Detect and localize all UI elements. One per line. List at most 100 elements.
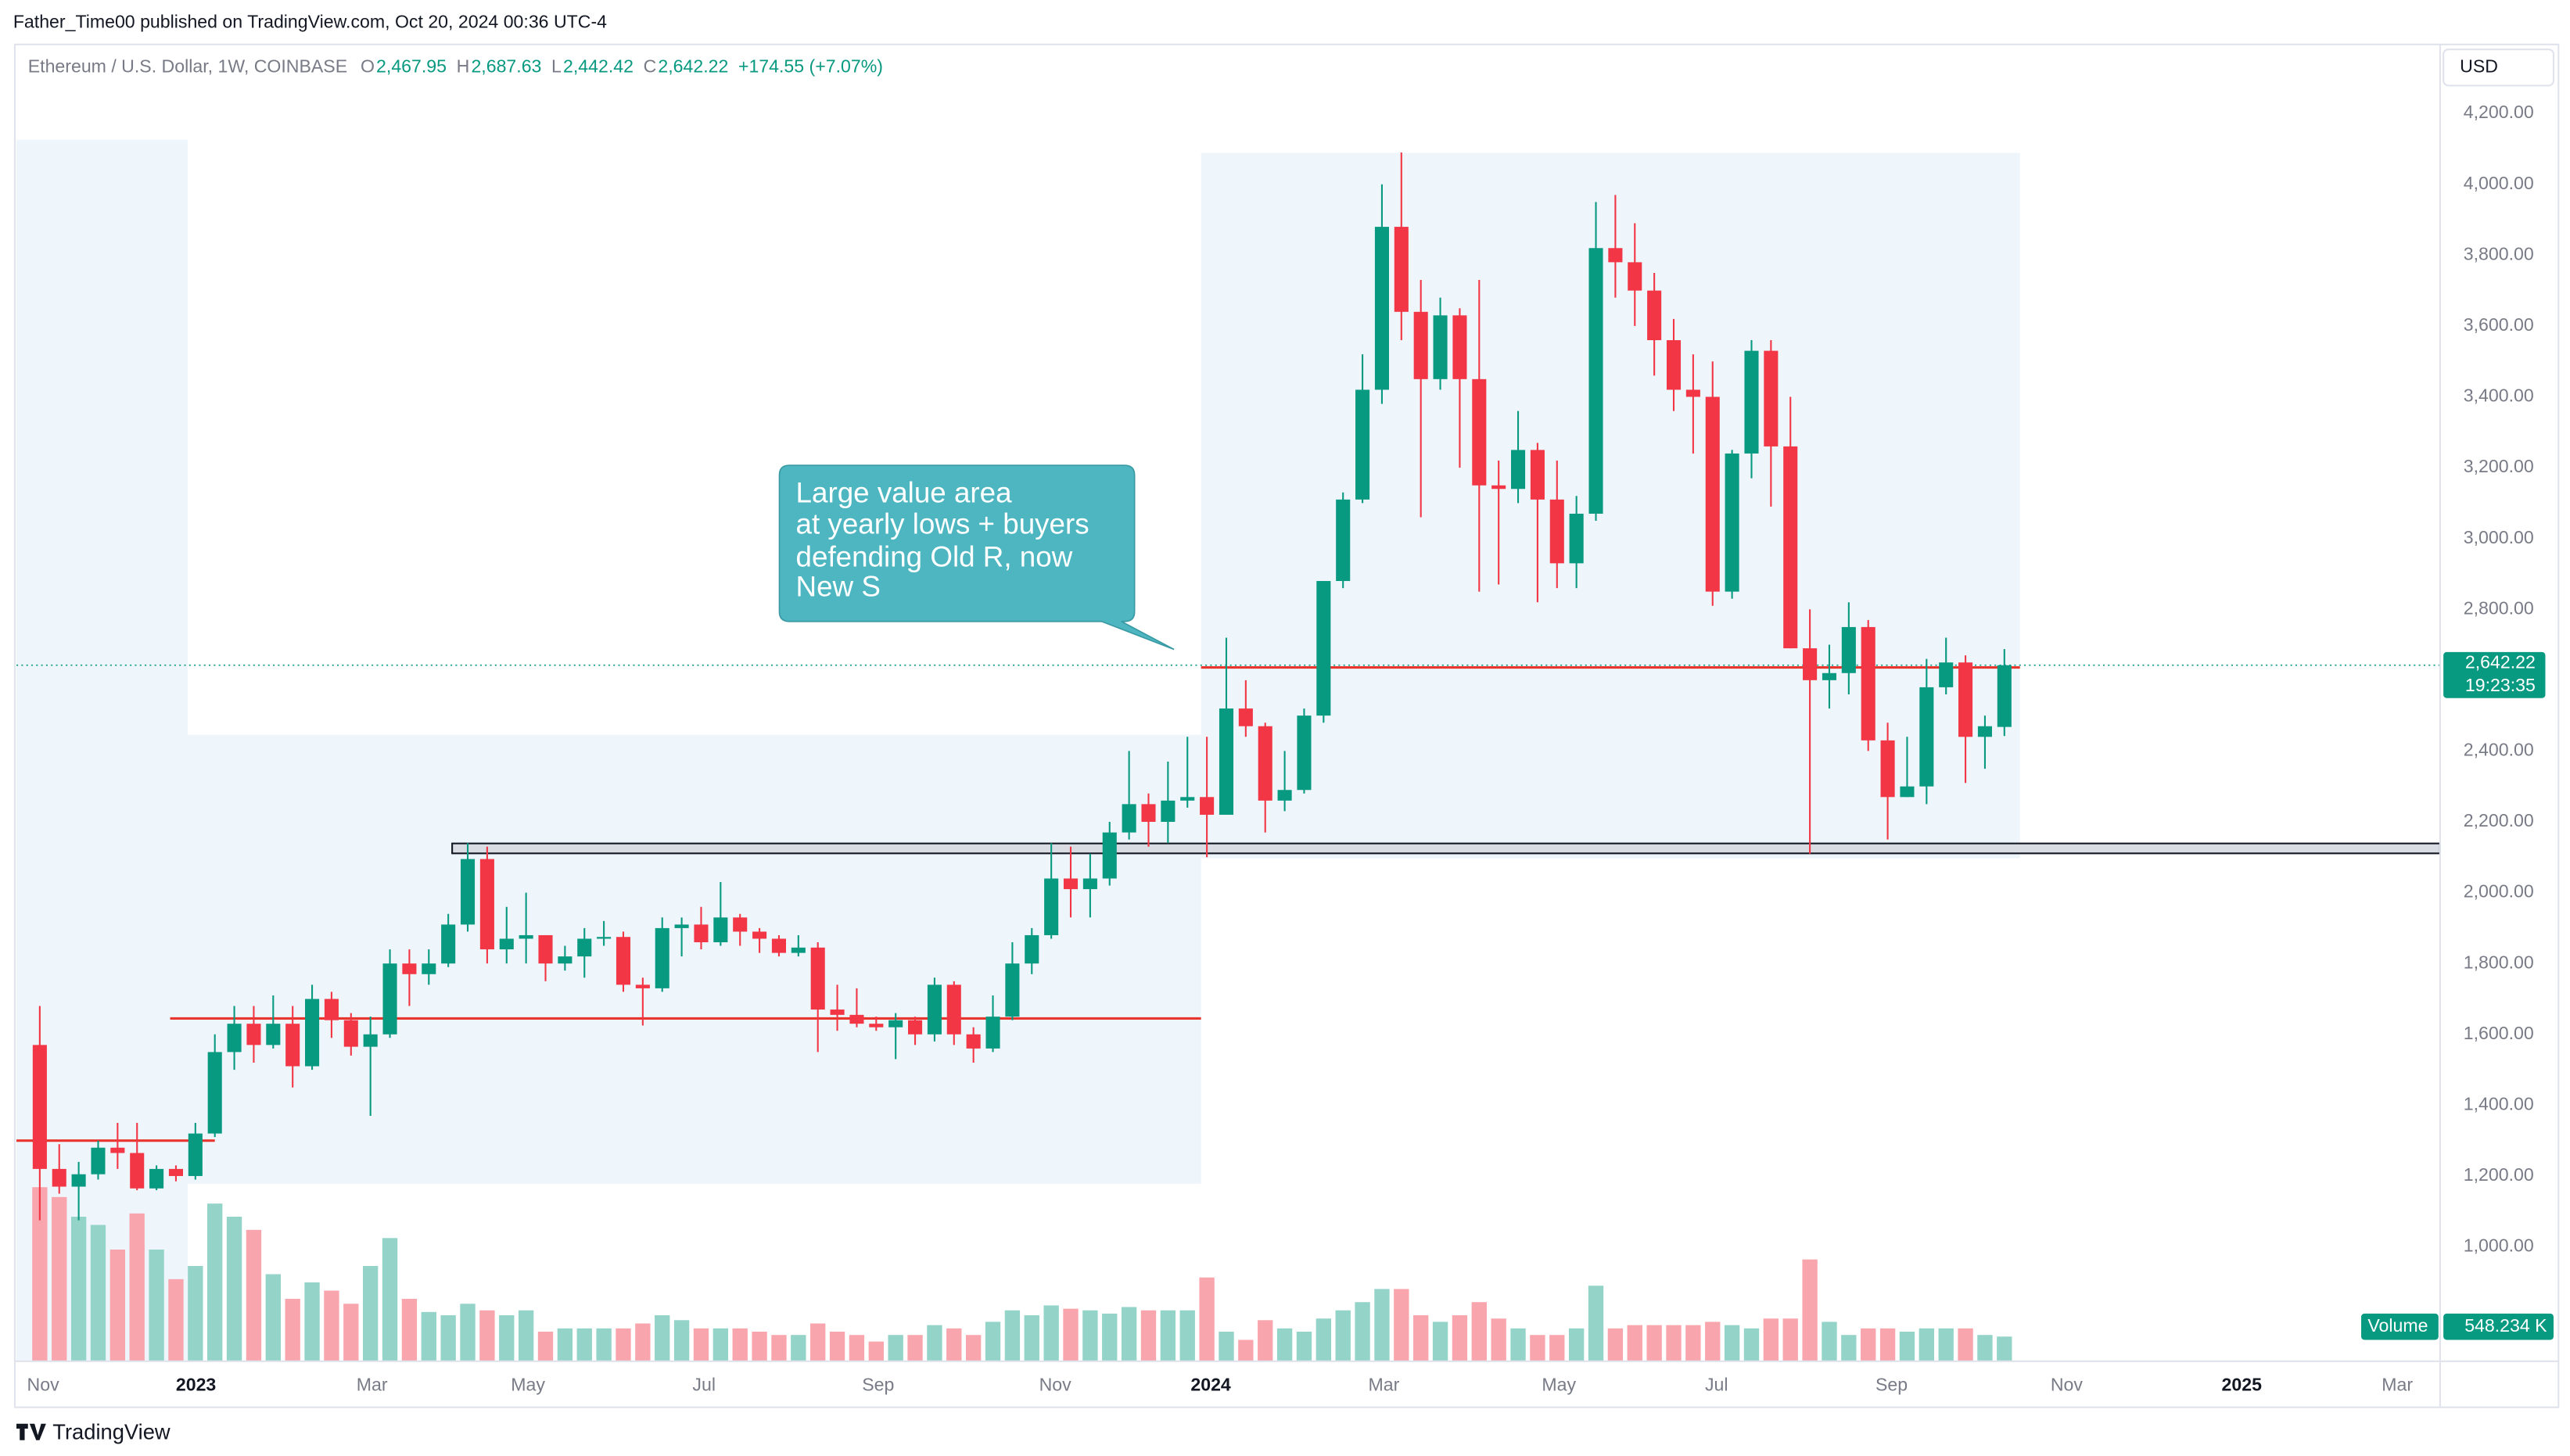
price-tag-countdown: 19:23:35: [2465, 675, 2536, 695]
volume-bar: [1432, 1322, 1448, 1361]
candle-body: [52, 1168, 66, 1187]
volume-bar: [129, 1213, 145, 1361]
volume-bar: [635, 1323, 651, 1361]
volume-bar: [868, 1341, 884, 1361]
volume-bar: [1685, 1325, 1701, 1361]
volume-bar: [1705, 1322, 1721, 1361]
candle-body: [1044, 878, 1059, 935]
volume-bar: [1082, 1310, 1098, 1361]
volume-bar: [1160, 1310, 1176, 1361]
volume-bar: [382, 1238, 398, 1361]
candle-body: [246, 1024, 261, 1045]
volume-bar: [1763, 1318, 1779, 1361]
candle-body: [1374, 227, 1389, 390]
price-tag: [2443, 651, 2546, 698]
candle-body: [655, 927, 669, 988]
candle-body: [91, 1147, 106, 1174]
candle-body: [32, 1045, 47, 1169]
annotation-line: Large value area: [796, 477, 1013, 509]
volume-bar: [1199, 1277, 1215, 1361]
y-tick-label: 3,000.00: [2464, 527, 2534, 547]
x-tick-label: 2023: [176, 1374, 217, 1394]
x-tick-label: Mar: [1369, 1374, 1400, 1394]
volume-bar: [1997, 1336, 2012, 1361]
candle-body: [1180, 797, 1195, 801]
volume-bar: [829, 1332, 845, 1361]
volume-bar: [421, 1311, 436, 1361]
volume-bar: [1219, 1332, 1234, 1361]
volume-bar: [70, 1217, 87, 1361]
price-tag-label: 2,642.22: [2465, 652, 2536, 672]
candle-body: [1588, 248, 1603, 514]
candle-body: [771, 938, 786, 953]
volume-bar: [499, 1315, 515, 1361]
annotation: Large value area at yearly lows + buyers…: [778, 464, 1175, 651]
ohlc-value: 2,467.95: [376, 56, 447, 76]
volume-bar: [1471, 1302, 1487, 1361]
ohlc-value: 2,687.63: [471, 56, 541, 76]
volume-bar: [985, 1322, 1001, 1361]
candle-body: [266, 1024, 281, 1045]
volume-bar: [304, 1282, 320, 1361]
candle-body: [1530, 450, 1545, 500]
annotation-line: defending Old R, now: [796, 541, 1073, 573]
candle-body: [227, 1024, 242, 1053]
volume-bar: [1004, 1310, 1021, 1361]
volume-bar: [1841, 1335, 1857, 1361]
currency-box[interactable]: [2443, 48, 2555, 87]
candle-body: [422, 963, 436, 974]
volume-bar: [1646, 1325, 1662, 1361]
y-tick-label: 4,200.00: [2464, 102, 2534, 122]
candle-body: [168, 1168, 184, 1176]
candle-body: [1608, 248, 1623, 263]
candle-body: [441, 924, 456, 964]
volume-bar: [616, 1328, 631, 1361]
candle-body: [946, 984, 961, 1035]
volume-bar: [537, 1332, 554, 1361]
candle-body: [927, 984, 942, 1035]
candle-body: [849, 1014, 864, 1024]
candle-body: [985, 1017, 1000, 1049]
candle-body: [1647, 290, 1662, 341]
candle-body: [188, 1133, 203, 1176]
volume-bar: [479, 1310, 495, 1361]
candle-body: [1958, 662, 1973, 737]
volume-bar: [1938, 1328, 1954, 1361]
volume-bar: [1919, 1328, 1934, 1361]
candle-body: [791, 947, 806, 953]
candle-body: [538, 934, 553, 964]
volume-bar: [1743, 1328, 1760, 1361]
volume-bar: [1452, 1315, 1468, 1361]
candle-body: [1219, 708, 1234, 815]
candle-body: [577, 938, 592, 957]
volume-bar: [401, 1299, 418, 1361]
volume-bar: [168, 1278, 184, 1361]
candle-body: [1939, 662, 1954, 687]
volume-bar: [460, 1304, 476, 1361]
volume-bar: [149, 1250, 164, 1361]
x-tick-label: Nov: [2051, 1374, 2084, 1394]
volume-bar: [1782, 1318, 1798, 1361]
volume-bar: [265, 1274, 281, 1361]
volume-bar: [810, 1323, 826, 1361]
brand-name: TradingView: [52, 1420, 170, 1444]
currency-button[interactable]: USD: [2443, 48, 2555, 87]
candle-body: [149, 1168, 164, 1189]
volume-bar: [1607, 1328, 1624, 1361]
volume-bar: [1977, 1335, 1993, 1361]
x-tick-label: 2025: [2222, 1374, 2263, 1394]
volume-value: 548.234 K: [2464, 1315, 2547, 1336]
candle-body: [1511, 450, 1526, 490]
candle-body: [1628, 262, 1642, 291]
volume-bar: [965, 1335, 982, 1361]
candle-body: [305, 999, 320, 1067]
currency-label[interactable]: USD: [2460, 56, 2498, 76]
candle-body: [1063, 878, 1079, 890]
volume-bar: [1510, 1328, 1526, 1361]
volume-bar: [1102, 1313, 1118, 1361]
x-tick-label: 2024: [1190, 1374, 1231, 1394]
volume-bar: [1063, 1308, 1079, 1361]
volume-bar: [927, 1325, 942, 1361]
volume-bar: [1258, 1320, 1273, 1361]
candle-body: [1861, 626, 1875, 741]
